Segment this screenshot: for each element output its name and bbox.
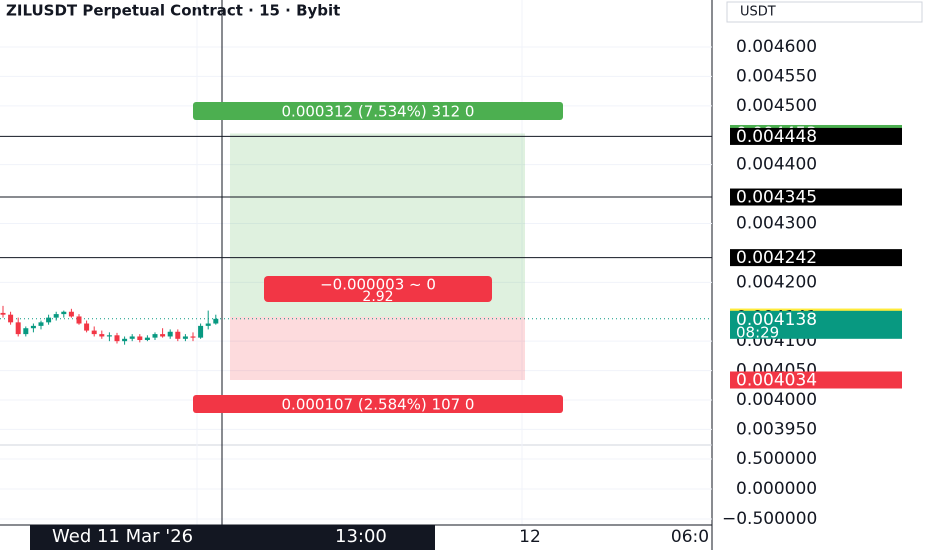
stop-label: 0.000107 (2.584%) 107 0 — [282, 396, 475, 414]
candle-body — [30, 325, 36, 329]
price-tick-label: 0.003950 — [736, 419, 817, 439]
candle-body — [0, 312, 6, 315]
candle-body — [129, 336, 135, 339]
candle-body — [213, 318, 219, 324]
price-tick-label: 0.004400 — [736, 155, 817, 175]
price-badge — [730, 188, 902, 206]
price-tick-label: 0.004550 — [736, 66, 817, 86]
candle-body — [61, 311, 67, 315]
candle-body — [160, 334, 166, 337]
pane-tick-label: −0.500000 — [722, 509, 817, 529]
candle-body — [167, 331, 173, 337]
loss-zone[interactable] — [230, 317, 525, 380]
candle-body — [122, 338, 128, 342]
countdown: 08:29 — [736, 323, 779, 341]
candle-body — [144, 337, 150, 340]
pane-tick-label: 0.000000 — [736, 479, 817, 499]
price-badge-label: 0.004138 — [736, 310, 817, 330]
price-tick-label: 0.004500 — [736, 96, 817, 116]
candle-body — [137, 336, 143, 340]
candle-body — [84, 323, 90, 331]
price-badge-label: 0.004345 — [736, 188, 817, 208]
target-label: 0.000312 (7.534%) 312 0 — [282, 103, 475, 121]
price-tick-label: 0.004600 — [736, 37, 817, 57]
candle-body — [91, 330, 97, 335]
candle-body — [114, 335, 120, 342]
center-label-bg — [264, 276, 492, 302]
price-tick-label: 0.004000 — [736, 390, 817, 410]
candle-body — [205, 323, 211, 326]
candle-body — [175, 331, 181, 339]
center-label: −0.000003 ~ 0 — [320, 276, 436, 294]
candle-body — [106, 335, 112, 337]
price-badge-label: 0.004034 — [736, 370, 817, 390]
candle-body — [99, 334, 105, 337]
price-badge — [730, 249, 902, 267]
candle-body — [38, 322, 44, 326]
price-badge-label: 0.004448 — [736, 127, 817, 147]
crosshair-time: 13:00 — [335, 526, 387, 547]
stop-label-bg — [193, 395, 563, 413]
price-badge — [730, 371, 902, 389]
candle-body — [76, 316, 82, 324]
center-ratio: 2.92 — [362, 289, 393, 305]
candle-body — [68, 311, 74, 317]
unit-label: USDT — [740, 5, 776, 20]
price-tick-label: 0.004200 — [736, 272, 817, 292]
pane-tick-label: 0.500000 — [736, 449, 817, 469]
time-label: 12 — [519, 527, 541, 547]
target-label-bg — [193, 102, 563, 120]
price-tick-label: 0.004300 — [736, 214, 817, 234]
candle-body — [15, 322, 21, 335]
candle-body — [190, 336, 196, 338]
candle-body — [152, 334, 158, 338]
symbol-title: ZILUSDT Perpetual Contract · 15 · Bybit — [6, 2, 340, 20]
candle-body — [23, 328, 29, 335]
price-badge — [730, 310, 902, 339]
unit-box[interactable] — [726, 1, 923, 23]
price-badge — [730, 127, 902, 145]
candle-body — [198, 325, 204, 338]
crosshair-time-bg — [30, 525, 435, 550]
candle-body — [53, 314, 59, 318]
crosshair-date: Wed 11 Mar '26 — [52, 526, 193, 547]
price-badge-label: 0.004242 — [736, 248, 817, 268]
candle-body — [182, 336, 188, 339]
candle-body — [46, 317, 52, 323]
candle-body — [8, 314, 14, 323]
time-label: 06:0 — [671, 527, 709, 547]
